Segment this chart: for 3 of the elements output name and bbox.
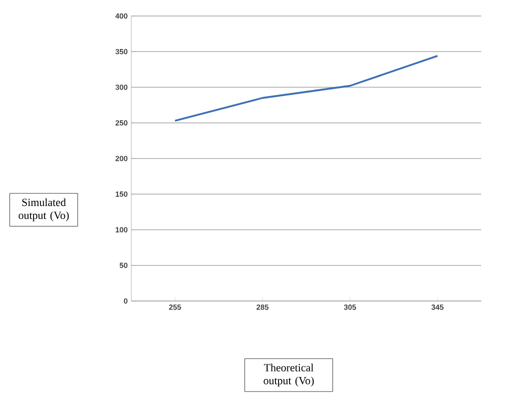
line-series: [174, 55, 438, 122]
x-axis-title: Theoretical output (Vo): [264, 364, 314, 387]
y-axis-title: Simulated output (Vo): [18, 198, 69, 222]
